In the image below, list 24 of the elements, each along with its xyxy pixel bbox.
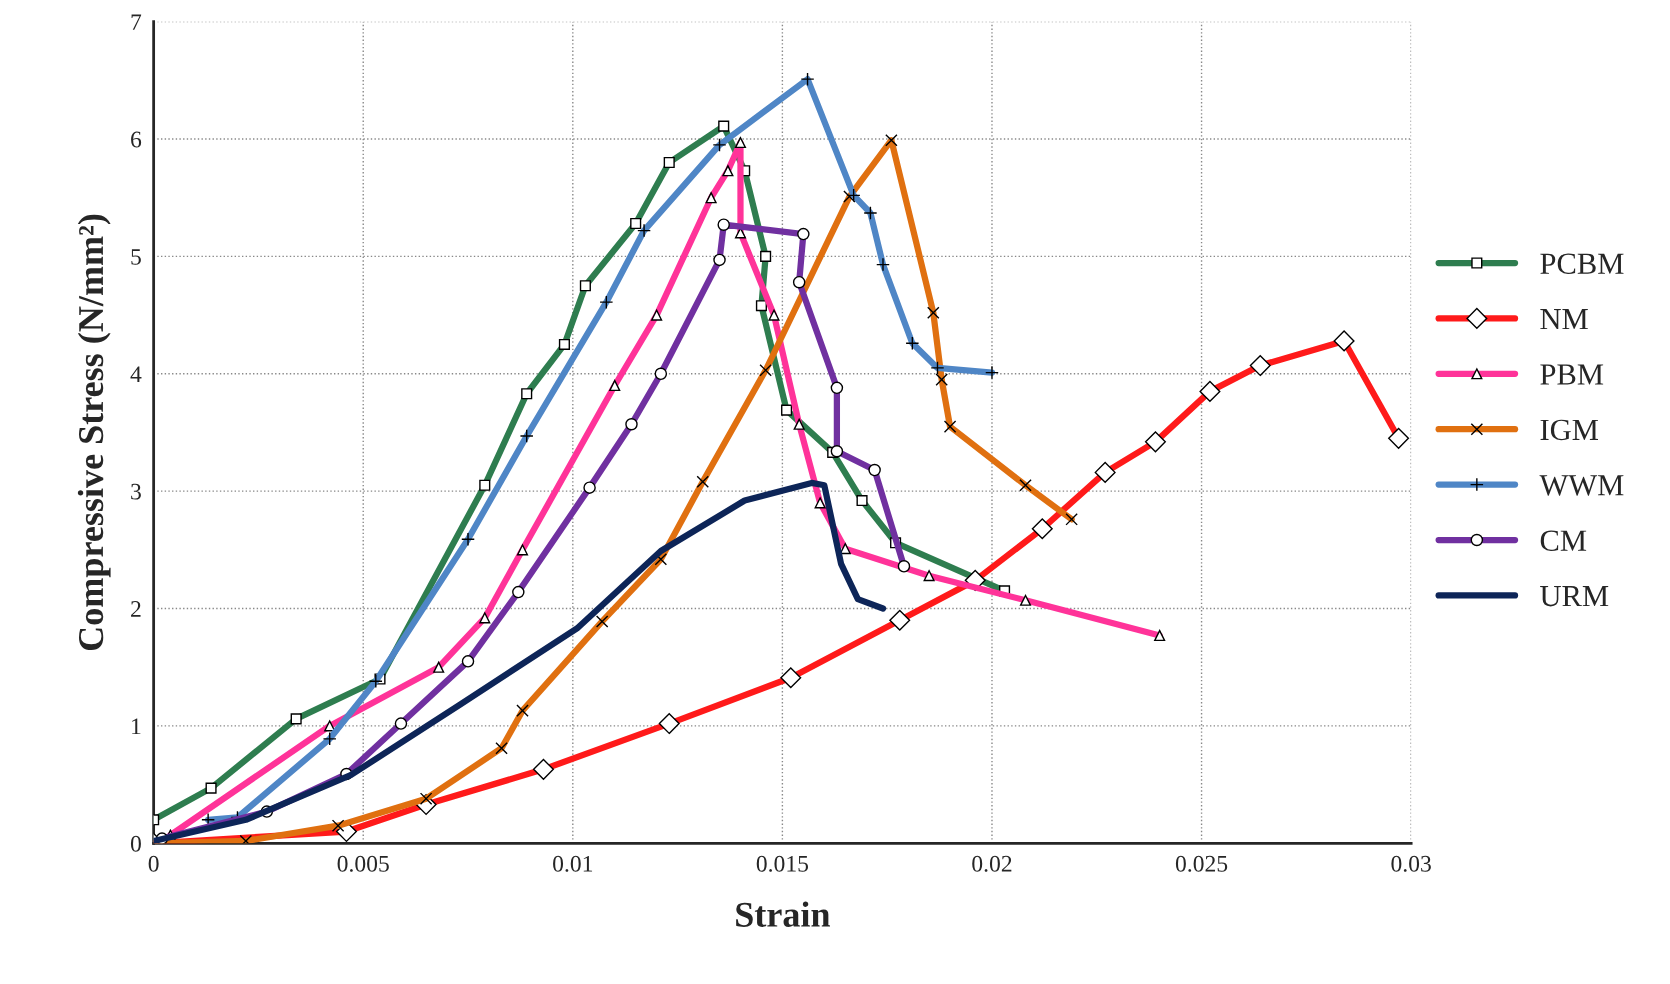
x-axis-title: Strain <box>736 901 831 927</box>
legend-label: IGM <box>1540 419 1598 441</box>
legend-label: WWM <box>1539 475 1624 496</box>
x-tick-label: 0.015 <box>756 855 809 872</box>
legend-label: URM <box>1540 586 1609 607</box>
y-tick-label: 2 <box>131 601 141 617</box>
y-tick-label: 1 <box>132 718 141 735</box>
x-tick-label: 0.03 <box>1391 855 1431 872</box>
x-tick-label: 0.025 <box>1175 855 1228 872</box>
y-tick-label: 0 <box>130 835 141 852</box>
x-tick-label: 0 <box>148 855 159 872</box>
x-tick-label: 0.02 <box>972 855 1012 872</box>
legend-label: PBM <box>1540 364 1604 385</box>
y-tick-label: 3 <box>131 483 141 500</box>
y-tick-label: 7 <box>131 14 142 30</box>
y-axis-title: Compressive Stress (N/mm²) <box>77 214 111 651</box>
y-tick-label: 4 <box>130 366 142 382</box>
x-tick-label: 0.01 <box>553 855 593 872</box>
y-tick-label: 5 <box>131 249 141 265</box>
legend-label: NM <box>1540 309 1588 330</box>
y-tick-label: 6 <box>131 131 142 148</box>
legend-label: PCBM <box>1540 253 1624 275</box>
legend-label: CM <box>1540 530 1587 551</box>
x-tick-label: 0.005 <box>337 855 389 872</box>
